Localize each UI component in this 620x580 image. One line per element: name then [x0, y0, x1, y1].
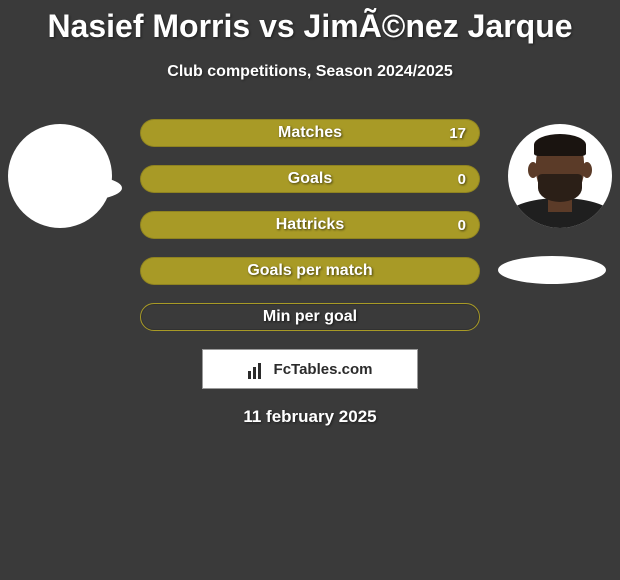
barchart-icon: [248, 359, 268, 379]
stat-bar-goals-per-match: Goals per match: [140, 257, 480, 285]
stat-label: Goals per match: [247, 262, 372, 280]
date-label: 11 february 2025: [0, 407, 620, 427]
infographic-root: Nasief Morris vs JimÃ©nez Jarque Club co…: [0, 0, 620, 580]
source-logo: FcTables.com: [202, 349, 418, 389]
avatar-hair: [534, 134, 586, 156]
stat-value-right: 0: [458, 217, 466, 234]
stat-bar-min-per-goal: Min per goal: [140, 303, 480, 331]
stat-label: Min per goal: [263, 308, 357, 326]
subtitle: Club competitions, Season 2024/2025: [0, 63, 620, 81]
avatar-beard: [538, 174, 582, 202]
stat-label: Hattricks: [276, 216, 344, 234]
stat-label: Goals: [288, 170, 332, 188]
stat-value-right: 0: [458, 171, 466, 188]
stat-label: Matches: [278, 124, 342, 142]
page-title: Nasief Morris vs JimÃ©nez Jarque: [0, 8, 620, 45]
stat-bar-matches: Matches 17: [140, 119, 480, 147]
player-right-avatar: [508, 124, 612, 228]
source-logo-text: FcTables.com: [274, 361, 373, 378]
stat-value-right: 17: [449, 125, 466, 142]
stat-bar-hattricks: Hattricks 0: [140, 211, 480, 239]
stats-bars: Matches 17 Goals 0 Hattricks 0 Goals per…: [140, 119, 480, 331]
stat-bar-goals: Goals 0: [140, 165, 480, 193]
player-left-badge-ellipse: [14, 174, 122, 202]
player-right-badge-ellipse: [498, 256, 606, 284]
